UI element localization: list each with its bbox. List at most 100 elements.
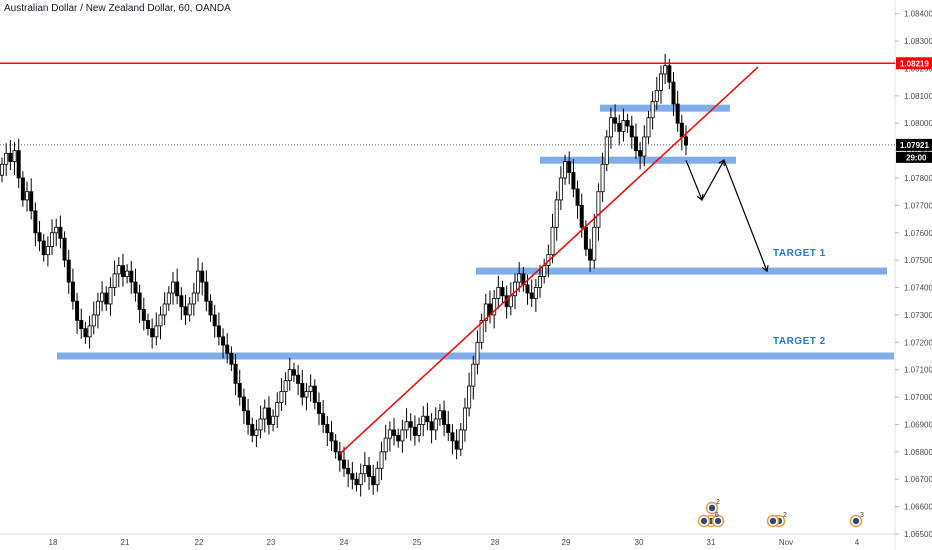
candle-up (358, 473, 363, 486)
candle-up (308, 385, 313, 393)
zone-band-3 (476, 267, 887, 275)
candle-up (517, 273, 522, 283)
support-resistance-zones (57, 104, 894, 360)
candle-down (567, 161, 572, 173)
candle-down (208, 300, 213, 316)
candle-down (337, 451, 342, 461)
candle-up (187, 303, 192, 316)
event-flag-icon[interactable]: 2 (766, 512, 788, 528)
candle-down (221, 336, 226, 346)
candle-down (179, 295, 184, 308)
candle-up (12, 150, 17, 162)
event-flag-icon[interactable]: 2 (705, 499, 721, 515)
candle-up (550, 226, 555, 256)
candle-down (571, 172, 576, 190)
candle-down (225, 344, 230, 354)
candle-up (116, 265, 121, 275)
candle-up (108, 287, 113, 305)
zone-band-1 (600, 104, 730, 112)
candle-down (625, 120, 630, 127)
candle-down (129, 270, 134, 283)
candle-down (442, 410, 447, 425)
candle-down (29, 191, 34, 212)
candle-down (233, 363, 238, 384)
time-tick-label: 23 (267, 538, 276, 547)
candle-up (375, 467, 380, 486)
candle-up (513, 281, 518, 297)
candle-up (542, 265, 547, 277)
candle-down (367, 465, 372, 477)
time-tick-label: 4 (855, 538, 860, 547)
candle-down (300, 382, 305, 398)
candle-down (408, 421, 413, 428)
candle-up (258, 418, 263, 431)
candle-down (684, 136, 689, 146)
candle-up (379, 451, 384, 469)
candle-up (287, 369, 292, 382)
target-2-label: TARGET 2 (773, 336, 826, 347)
candle-up (654, 89, 659, 102)
event-flag-icon[interactable]: 3 (849, 512, 865, 528)
candle-up (275, 402, 280, 417)
candle-up (254, 429, 259, 436)
candle-up (621, 120, 626, 132)
price-tick-label: 1.07200 (904, 338, 932, 347)
candle-down (333, 440, 338, 453)
event-count: 2 (716, 499, 720, 506)
price-tick-label: 1.07100 (904, 366, 932, 375)
price-tick-label: 1.06600 (904, 503, 932, 512)
candle-down (58, 226, 63, 239)
candle-up (458, 429, 463, 450)
candle-down (62, 237, 67, 261)
candle-up (191, 292, 196, 305)
candle-down (33, 210, 38, 234)
candle-down (291, 369, 296, 376)
candle-down (250, 424, 255, 436)
trendline (338, 66, 759, 456)
candle-up (0, 163, 4, 176)
event-flag-icon[interactable]: 6 (697, 512, 725, 528)
candle-up (54, 226, 59, 234)
candle-down (446, 424, 451, 434)
candle-down (425, 415, 430, 423)
candle-down (321, 413, 326, 425)
candle-down (41, 240, 46, 256)
candle-up (658, 73, 663, 91)
last-price-label: 1.07921 (900, 141, 929, 150)
candle-up (471, 363, 476, 387)
countdown-label: 29:00 (906, 153, 927, 162)
candle-up (558, 177, 563, 201)
time-tick-label: Nov (779, 538, 793, 547)
candle-down (66, 259, 71, 283)
candle-up (479, 319, 484, 343)
candle-up (604, 136, 609, 165)
candle-down (412, 426, 417, 436)
candle-down (20, 177, 25, 201)
time-tick-label: 31 (707, 538, 716, 547)
candle-up (663, 65, 668, 75)
candle-up (166, 292, 171, 305)
candle-up (4, 152, 9, 165)
candle-down (583, 226, 588, 250)
projection-arrowhead-1 (696, 193, 704, 201)
candle-up (196, 270, 201, 294)
candle-up (262, 407, 267, 420)
candle-down (450, 432, 455, 442)
candle-down (204, 281, 209, 302)
candle-down (137, 292, 142, 310)
time-tick-label: 25 (413, 538, 422, 547)
candle-up (642, 136, 647, 157)
candle-down (675, 103, 680, 124)
candle-down (200, 270, 205, 283)
candle-down (500, 287, 505, 297)
price-tick-label: 1.07000 (904, 393, 932, 402)
candle-down (70, 281, 75, 302)
candle-down (633, 136, 638, 152)
candle-up (125, 270, 130, 277)
candle-down (133, 281, 138, 294)
price-tick-label: 1.07800 (904, 174, 932, 183)
candle-up (400, 429, 405, 442)
candle-down (579, 204, 584, 228)
candle-down (150, 328, 155, 338)
